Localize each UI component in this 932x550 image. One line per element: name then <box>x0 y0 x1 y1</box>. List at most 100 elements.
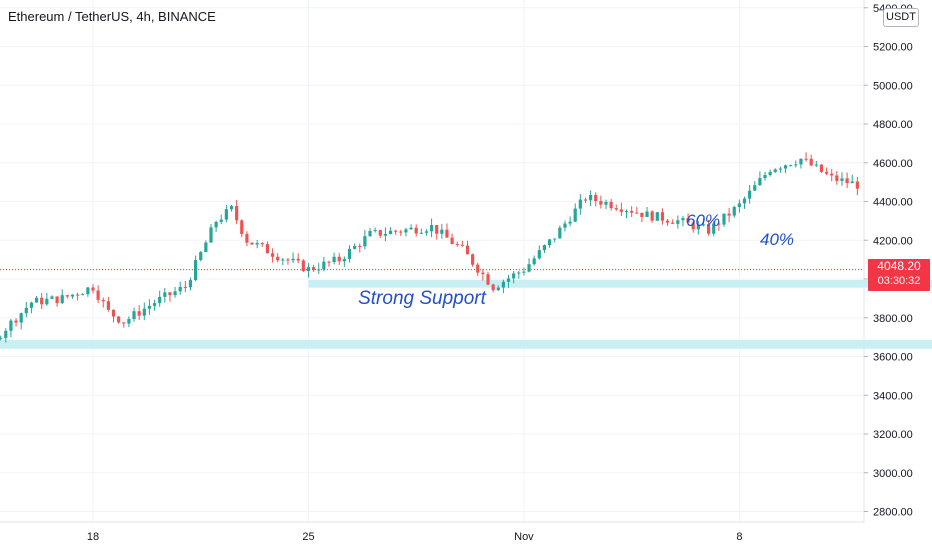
candle-body <box>96 290 100 300</box>
candle-body <box>291 258 295 261</box>
candle-body <box>378 230 382 236</box>
candle-body <box>681 218 685 221</box>
time-tick-label: 18 <box>87 531 99 543</box>
candle-body <box>732 207 736 216</box>
candle-body <box>342 259 346 262</box>
candle-body <box>383 233 388 236</box>
candle-body <box>660 212 665 221</box>
candle-body <box>778 168 783 170</box>
candle-body <box>650 211 654 221</box>
candle-body <box>214 221 218 228</box>
scenario-b-label: 40% <box>760 230 794 249</box>
candle-body <box>9 320 13 331</box>
candle-body <box>209 227 213 243</box>
candle-body <box>0 337 3 339</box>
candle-body <box>388 230 393 234</box>
candle-body <box>440 229 444 234</box>
candle-body <box>60 295 64 304</box>
scenario-a-label: 60% <box>686 211 720 230</box>
candle-body <box>337 256 341 262</box>
candle-body <box>532 258 536 265</box>
candle-body <box>717 223 721 225</box>
candle-body <box>199 252 203 261</box>
price-tick-label: 4200.00 <box>873 235 913 247</box>
candle-body <box>737 203 741 208</box>
candle-body <box>245 233 249 243</box>
currency-button[interactable]: USDT <box>883 8 919 27</box>
bar-countdown: 03:30:32 <box>877 275 921 287</box>
candle-body <box>204 242 208 253</box>
time-tick-label: 8 <box>736 531 742 543</box>
price-tick-label: 5200.00 <box>873 42 913 54</box>
candle-body <box>512 273 516 279</box>
candle-body <box>799 158 803 165</box>
support-zone <box>308 279 932 288</box>
candle-body <box>665 220 670 223</box>
candle-body <box>50 296 54 299</box>
candle-body <box>327 261 331 263</box>
price-tick-label: 3600.00 <box>873 352 913 364</box>
support-zones <box>0 279 932 349</box>
candle-body <box>594 194 598 202</box>
candle-body <box>332 256 336 263</box>
candle-body <box>645 211 649 217</box>
current-price-badge: 4048.20 03:30:32 <box>868 259 930 291</box>
candle-body <box>306 267 311 272</box>
candle-body <box>363 236 367 247</box>
candle-body <box>117 316 121 323</box>
candle-body <box>347 248 352 260</box>
candle-body <box>671 222 675 224</box>
candle-body <box>40 297 44 305</box>
candle-body <box>14 320 18 323</box>
candle-body <box>45 298 49 305</box>
candle-body <box>270 253 275 257</box>
candle-body <box>794 164 798 166</box>
candle-body <box>250 242 254 245</box>
candle-body <box>809 158 813 166</box>
candle-body <box>691 222 695 230</box>
candle-body <box>132 311 136 319</box>
candle-body <box>465 245 470 255</box>
candle-body <box>527 264 531 272</box>
candle-body <box>655 212 659 221</box>
candle-body <box>583 199 588 201</box>
candle-body <box>86 287 90 295</box>
candle-body <box>322 261 326 270</box>
support-label: Strong Support <box>358 288 487 309</box>
candle-body <box>29 302 34 308</box>
price-tick-label: 4600.00 <box>873 158 913 170</box>
candle-body <box>353 245 357 249</box>
candle-body <box>168 292 172 296</box>
candle-body <box>70 294 75 297</box>
candle-body <box>614 208 618 210</box>
candle-body <box>619 209 623 212</box>
price-tick-label: 3800.00 <box>873 313 913 325</box>
candle-body <box>419 232 423 234</box>
candle-body <box>260 243 264 245</box>
candle-body <box>722 213 726 225</box>
candle-body <box>65 295 69 297</box>
current-price-value: 4048.20 <box>877 259 921 273</box>
candle-body <box>589 194 593 201</box>
candle-body <box>311 267 316 270</box>
candle-body <box>424 231 429 233</box>
candle-body <box>578 199 582 209</box>
price-tick-label: 5000.00 <box>873 80 913 92</box>
candle-body <box>183 286 187 288</box>
candle-body <box>178 286 182 292</box>
candle-body <box>727 213 731 216</box>
candle-body <box>517 272 521 274</box>
price-tick-label: 3000.00 <box>873 468 913 480</box>
candle-body <box>501 281 505 288</box>
candle-body <box>624 211 629 213</box>
candle-body <box>840 178 844 181</box>
time-tick-label: 25 <box>302 531 314 543</box>
candle-body <box>281 259 285 261</box>
candle-body <box>142 308 146 316</box>
candle-body <box>768 171 772 175</box>
candle-body <box>255 243 259 245</box>
candle-body <box>24 307 28 314</box>
candle-body <box>235 206 239 221</box>
chart-title: Ethereum / TetherUS, 4h, BINANCE <box>8 9 216 24</box>
